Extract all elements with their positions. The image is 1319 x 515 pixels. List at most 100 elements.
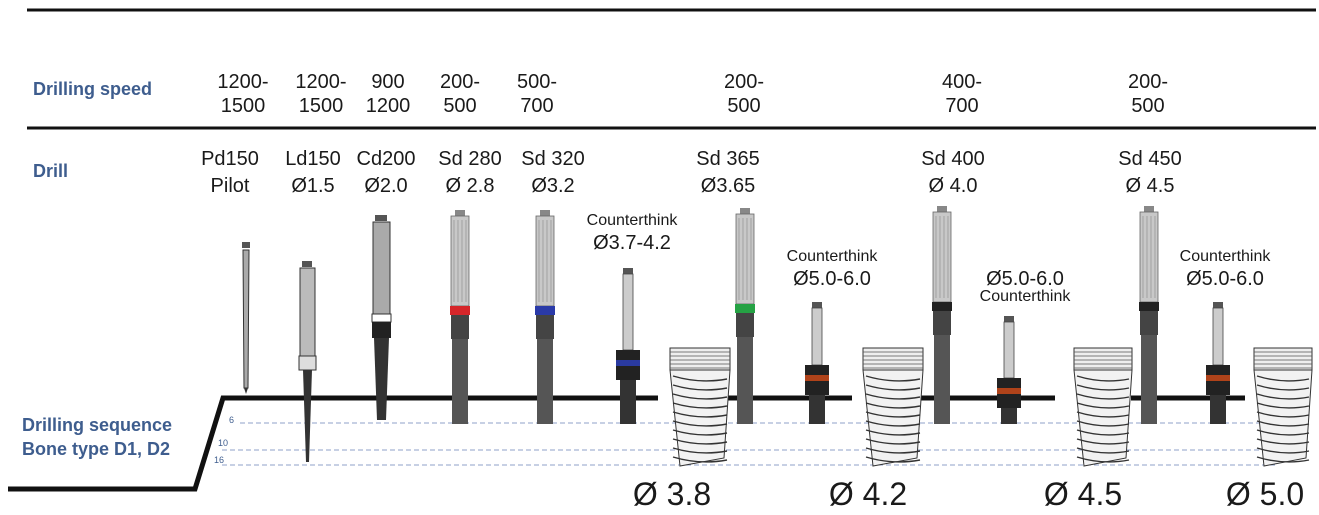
sd450-color-band bbox=[1139, 302, 1159, 311]
sd450-neck bbox=[1140, 311, 1158, 335]
sd320-color-band bbox=[535, 306, 555, 315]
implant-3-thread bbox=[1076, 375, 1130, 382]
pd150-tip bbox=[244, 388, 248, 394]
implant-1-thread bbox=[672, 447, 728, 454]
speed-sd320: 500- 700 bbox=[516, 71, 558, 117]
implant-1-thread bbox=[672, 384, 728, 391]
countersink-4-cap bbox=[1213, 302, 1223, 308]
implant-3-thread bbox=[1076, 402, 1130, 409]
implant-1-thread bbox=[672, 420, 728, 427]
drill-name-cd200: Cd200 Ø2.0 bbox=[356, 148, 416, 197]
speed-sd365: 200- 500 bbox=[723, 71, 765, 117]
implant-4-thread bbox=[1256, 402, 1310, 409]
drill-label: Drill bbox=[33, 161, 69, 181]
implant-2-collar bbox=[862, 347, 924, 371]
countersink-2-shaft bbox=[811, 307, 823, 366]
sd450-cap bbox=[1144, 206, 1154, 212]
implant-4-thread bbox=[1256, 420, 1310, 427]
implant-3-thread bbox=[1076, 411, 1130, 418]
countersink-label-4: Counterthink Ø5.0-6.0 bbox=[1179, 248, 1271, 290]
cd200-cap bbox=[375, 215, 387, 221]
implant-2-thread bbox=[865, 429, 921, 436]
countersink-1-tip bbox=[620, 380, 636, 424]
implant-3-thread bbox=[1076, 456, 1130, 463]
implant-2-thread bbox=[865, 420, 921, 427]
implant-2-thread bbox=[865, 456, 921, 463]
implant-4-thread bbox=[1256, 411, 1310, 418]
implant-2-thread bbox=[865, 438, 921, 445]
implant-1-thread bbox=[672, 411, 728, 418]
implant-2-thread bbox=[865, 402, 921, 409]
implant-1-thread bbox=[672, 375, 728, 382]
implant-2-thread bbox=[865, 375, 921, 382]
pd150-cap bbox=[242, 242, 250, 248]
implant-3-thread bbox=[1076, 420, 1130, 427]
countersink-4-band bbox=[1206, 375, 1230, 381]
cd200-white-band bbox=[371, 313, 392, 323]
implant-1-thread bbox=[672, 456, 728, 463]
pd150-shaft bbox=[242, 249, 250, 389]
sd400-color-band bbox=[932, 302, 952, 311]
drill-name-pd150: Pd150 Pilot bbox=[201, 148, 259, 197]
countersink-4-tip bbox=[1210, 395, 1226, 424]
countersink-label-3: Ø5.0-6.0 Counterthink bbox=[979, 268, 1071, 305]
countersink-3-tip bbox=[1001, 408, 1017, 424]
drill-name-sd320: Sd 320 Ø3.2 bbox=[521, 148, 585, 197]
countersink-3-band bbox=[997, 388, 1021, 394]
implant-3-collar bbox=[1073, 347, 1133, 371]
sd450-flute bbox=[1141, 335, 1157, 424]
sd320-flute bbox=[537, 339, 553, 424]
implant-1-thread bbox=[672, 429, 728, 436]
countersink-2-tip bbox=[809, 395, 825, 424]
cd200-shank bbox=[372, 221, 391, 315]
sd400-flute bbox=[934, 335, 950, 424]
implant-3-thread bbox=[1076, 384, 1130, 391]
drill-name-sd450: Sd 450 Ø 4.5 bbox=[1118, 148, 1182, 197]
implant-4-thread bbox=[1256, 384, 1310, 391]
implant-1-thread bbox=[672, 402, 728, 409]
countersink-3-shaft bbox=[1003, 321, 1015, 379]
sd320-neck bbox=[536, 315, 554, 339]
implant-4-thread bbox=[1256, 447, 1310, 454]
implant-1-collar bbox=[669, 347, 731, 371]
countersink-2-cap bbox=[812, 302, 822, 308]
implant-diameter-1: Ø 3.8 bbox=[632, 476, 712, 512]
sd280-neck bbox=[451, 315, 469, 339]
implant-4-thread bbox=[1256, 375, 1310, 382]
sd280-color-band bbox=[450, 306, 470, 315]
sd365-flute bbox=[737, 337, 753, 424]
sd320-cap bbox=[540, 210, 550, 216]
drilling-speed-label: Drilling speed bbox=[33, 79, 153, 99]
implant-4-thread bbox=[1256, 393, 1310, 400]
sd280-flute bbox=[452, 339, 468, 424]
speed-sd450: 200- 500 bbox=[1127, 71, 1169, 117]
implant-2-thread bbox=[865, 411, 921, 418]
implant-4-thread bbox=[1256, 438, 1310, 445]
implant-4-collar bbox=[1253, 347, 1313, 371]
countersink-label-2: Counterthink Ø5.0-6.0 bbox=[786, 248, 878, 290]
depth-mark-16: 16 bbox=[214, 455, 225, 465]
sd280-cap bbox=[455, 210, 465, 216]
sequence-line-1: Drilling sequence bbox=[22, 415, 173, 435]
ld150-collar bbox=[298, 355, 317, 371]
implant-1-thread bbox=[672, 438, 728, 445]
countersink-4-shaft bbox=[1212, 307, 1224, 366]
sd365-cap bbox=[740, 208, 750, 214]
drill-name-ld150: Ld150 Ø1.5 bbox=[285, 148, 341, 197]
depth-mark-6: 6 bbox=[229, 415, 235, 425]
drill-name-sd365: Sd 365 Ø3.65 bbox=[696, 148, 760, 197]
sd400-cap bbox=[937, 206, 947, 212]
cd200-dark-band bbox=[372, 322, 391, 338]
countersink-1-shaft bbox=[622, 273, 634, 351]
speed-cd200: 900 1200 bbox=[365, 71, 411, 117]
sd365-color-band bbox=[735, 304, 755, 313]
implant-4-thread bbox=[1256, 456, 1310, 463]
drill-name-sd280: Sd 280 Ø 2.8 bbox=[438, 148, 502, 197]
drill-name-sd400: Sd 400 Ø 4.0 bbox=[921, 148, 985, 197]
drilling-sequence-label: Drilling sequence Bone type D1, D2 bbox=[22, 413, 172, 461]
countersink-2-band bbox=[805, 375, 829, 381]
speed-sd400: 400- 700 bbox=[941, 71, 983, 117]
depth-mark-10: 10 bbox=[218, 438, 229, 448]
bone-profile-line bbox=[8, 395, 658, 492]
